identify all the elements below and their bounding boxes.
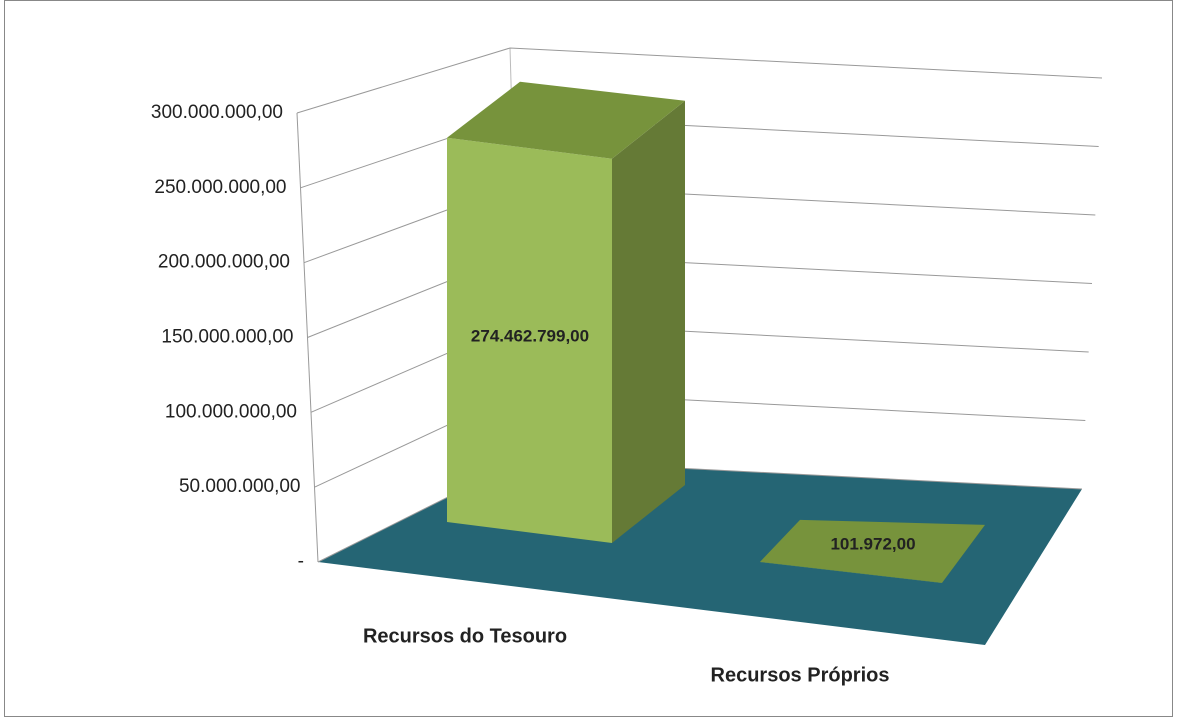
x-tick-label: Recursos do Tesouro xyxy=(363,625,567,647)
y-tick-label: 200.000.000,00 xyxy=(158,252,290,273)
bar-side xyxy=(942,524,985,583)
grid-line xyxy=(296,47,1103,114)
bar-top xyxy=(447,81,685,159)
y-tick-label: 250.000.000,00 xyxy=(154,177,286,198)
y-tick-label: - xyxy=(298,551,304,572)
data-label: 101.972,00 xyxy=(830,534,915,553)
y-tick-label: 150.000.000,00 xyxy=(161,327,293,348)
bar-front xyxy=(447,137,612,543)
bar-front xyxy=(760,561,942,583)
y-tick-label: 300.000.000,00 xyxy=(151,102,283,123)
y-tick-label: 50.000.000,00 xyxy=(179,476,301,497)
y-tick-label: 100.000.000,00 xyxy=(165,401,297,422)
x-tick-label: Recursos Próprios xyxy=(711,664,890,686)
bar-top xyxy=(760,519,985,583)
data-label: 274.462.799,00 xyxy=(471,326,589,345)
bar-side xyxy=(612,100,685,544)
